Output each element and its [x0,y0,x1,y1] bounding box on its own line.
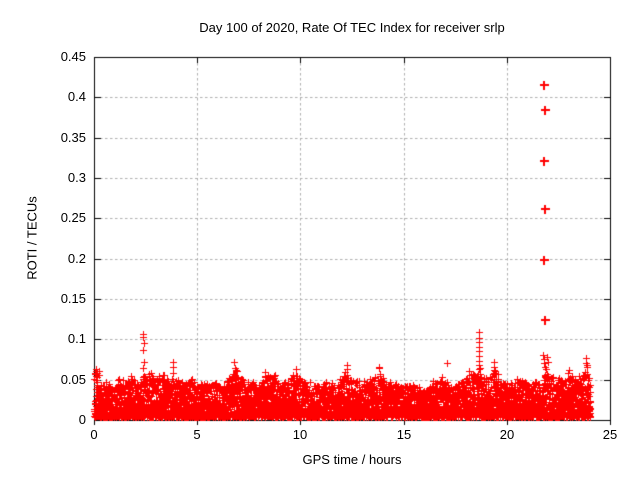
y-tick-label: 0.15 [60,291,86,306]
x-tick-label: 15 [396,427,412,442]
y-tick-label: 0.4 [67,89,86,104]
y-tick-label: 0.3 [67,170,86,185]
chart-title: Day 100 of 2020, Rate Of TEC Index for r… [199,20,505,35]
x-axis-label: GPS time / hours [302,452,402,467]
x-tick-label: 0 [90,427,98,442]
y-tick-label: 0.25 [60,210,86,225]
x-tick-label: 10 [292,427,308,442]
x-tick-label: 20 [499,427,515,442]
y-tick-label: 0.2 [67,251,86,266]
x-tick-label: 25 [602,427,618,442]
y-tick-label: 0 [78,412,86,427]
y-tick-label: 0.45 [60,49,86,64]
y-axis-label: ROTI / TECUs [24,196,40,280]
y-tick-label: 0.05 [60,372,86,387]
y-tick-label: 0.1 [67,331,86,346]
x-tick-label: 5 [193,427,201,442]
y-tick-label: 0.35 [60,130,86,145]
